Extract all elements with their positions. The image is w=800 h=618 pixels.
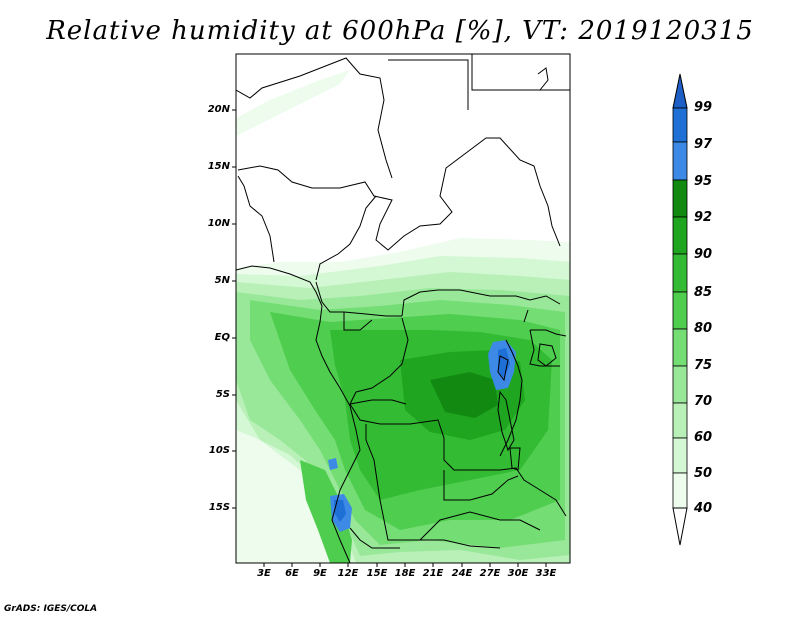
colorbar-bottom-arrow: [672, 507, 688, 546]
coastline: [236, 67, 549, 563]
lon-label-33e: 33E: [535, 568, 557, 579]
colorbar-seg-99: [672, 107, 688, 143]
lon-label-12e: 12E: [337, 568, 359, 579]
colorbar-label-70: 70: [694, 394, 713, 409]
colorbar-label-60: 60: [694, 430, 713, 445]
lon-label-6e: 6E: [285, 568, 299, 579]
humidity-patch-97-small: [328, 458, 338, 470]
lat-label-eq: EQ: [214, 332, 230, 343]
humidity-field: [236, 54, 570, 563]
colorbar: [672, 73, 688, 546]
colorbar-label-40: 40: [694, 501, 713, 516]
colorbar-top-arrow: [672, 73, 688, 109]
country-borders: [236, 54, 570, 549]
grads-credit: GrADS: IGES/COLA: [4, 604, 98, 614]
map-title: Relative humidity at 600hPa [%], VT: 201…: [46, 16, 754, 46]
colorbar-seg-60: [672, 437, 688, 474]
humidity-patch-99-angola: [334, 500, 346, 522]
humidity-band-92: [430, 372, 498, 418]
lat-label-5s: 5S: [215, 389, 230, 400]
colorbar-seg-95: [672, 179, 688, 218]
lat-label-5n: 5N: [214, 275, 230, 286]
colorbar-seg-97: [672, 141, 688, 181]
humidity-patch-99-lake-region: [498, 348, 510, 378]
lat-label-15n: 15N: [207, 161, 230, 172]
map-frame: [235, 53, 571, 564]
lon-label-9e: 9E: [313, 568, 327, 579]
lat-label-10n: 10N: [207, 218, 230, 229]
lat-label-15s: 15S: [208, 502, 230, 513]
axis-ticks: [232, 109, 547, 567]
colorbar-label-97: 97: [694, 137, 713, 152]
humidity-north-faint: [236, 70, 350, 136]
colorbar-label-80: 80: [694, 321, 713, 336]
lon-label-27e: 27E: [479, 568, 501, 579]
lat-label-20n: 20N: [207, 104, 230, 115]
colorbar-label-99: 99: [694, 100, 713, 115]
colorbar-seg-92: [672, 216, 688, 255]
lon-label-18e: 18E: [394, 568, 416, 579]
lon-label-30e: 30E: [507, 568, 529, 579]
lon-label-21e: 21E: [422, 568, 444, 579]
colorbar-label-95: 95: [694, 174, 713, 189]
lat-label-10s: 10S: [208, 445, 230, 456]
lon-label-24e: 24E: [451, 568, 473, 579]
colorbar-seg-75: [672, 365, 688, 404]
colorbar-label-92: 92: [694, 210, 713, 225]
colorbar-seg-90: [672, 253, 688, 293]
colorbar-seg-80: [672, 328, 688, 367]
colorbar-seg-85: [672, 291, 688, 330]
lakes: [497, 343, 557, 471]
lon-label-3e: 3E: [257, 568, 271, 579]
colorbar-label-75: 75: [694, 358, 713, 373]
colorbar-label-90: 90: [694, 247, 713, 262]
colorbar-label-85: 85: [694, 285, 713, 300]
colorbar-seg-70: [672, 402, 688, 439]
lon-label-15e: 15E: [366, 568, 388, 579]
colorbar-seg-50: [672, 472, 688, 509]
colorbar-label-50: 50: [694, 466, 713, 481]
